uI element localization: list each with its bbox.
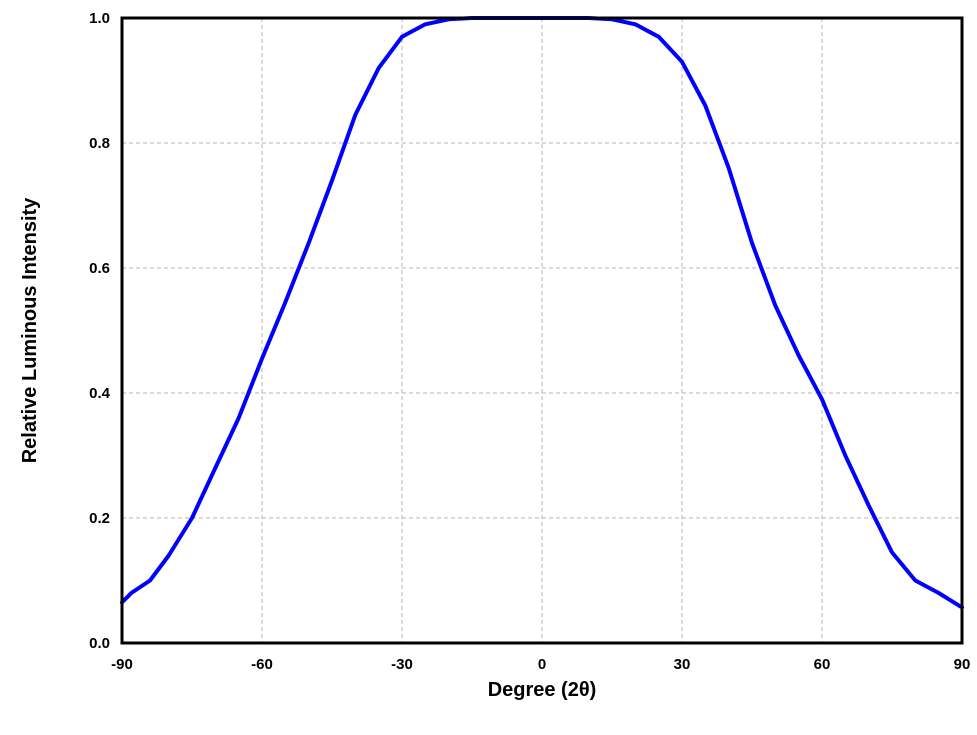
x-tick-label: 0 xyxy=(538,656,546,673)
y-tick-label: 0.8 xyxy=(89,135,110,152)
y-tick-label: 0.4 xyxy=(89,385,111,402)
x-tick-label: 30 xyxy=(674,656,691,673)
grid xyxy=(122,18,962,643)
x-tick-label: -30 xyxy=(391,656,413,673)
plot-area-frame xyxy=(120,16,964,645)
x-tick-label: -60 xyxy=(251,656,273,673)
y-axis-ticks: 0.0 0.2 0.4 0.6 0.8 1.0 xyxy=(89,10,111,652)
y-tick-label: 0.2 xyxy=(89,510,110,527)
x-axis-title: Degree (2θ) xyxy=(488,679,597,701)
x-tick-label: -90 xyxy=(111,656,133,673)
x-axis-ticks: -90 -60 -30 0 30 60 90 xyxy=(111,656,970,673)
y-tick-label: 1.0 xyxy=(89,10,110,27)
y-tick-label: 0.6 xyxy=(89,260,110,277)
x-tick-label: 60 xyxy=(814,656,831,673)
y-axis-title: Relative Luminous Intensity xyxy=(19,197,41,463)
x-tick-label: 90 xyxy=(954,656,971,673)
y-tick-label: 0.0 xyxy=(89,635,110,652)
